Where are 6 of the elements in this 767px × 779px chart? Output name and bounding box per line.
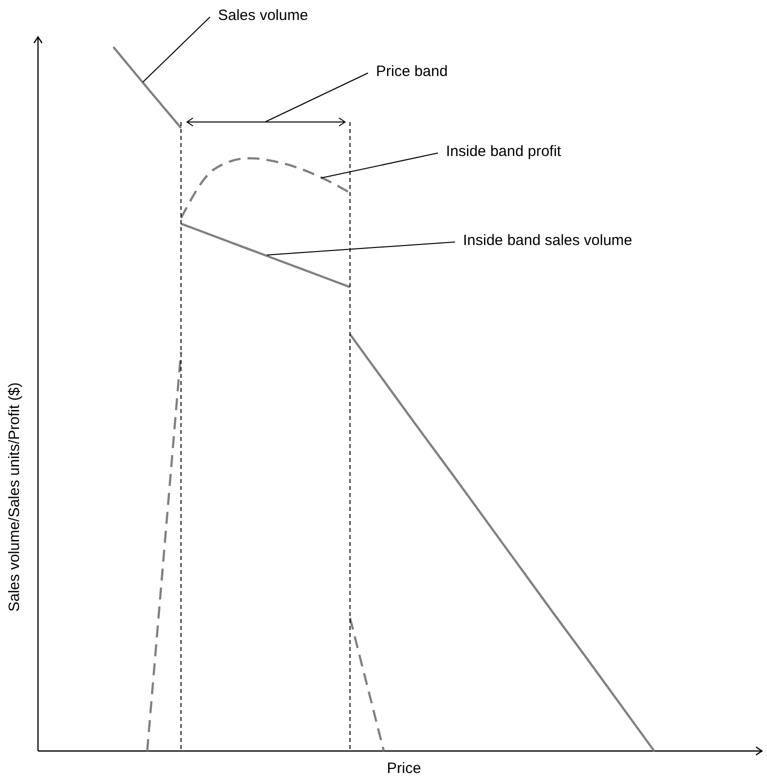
annotation: Inside band profit bbox=[446, 143, 562, 160]
y-axis-title: Sales volume/Sales units/Profit ($) bbox=[6, 382, 23, 612]
annotation: Price band bbox=[376, 63, 448, 80]
text: Sales volume bbox=[218, 7, 308, 24]
x-axis-title: Price bbox=[386, 760, 422, 777]
annotation: Inside band sales volume bbox=[463, 232, 632, 249]
